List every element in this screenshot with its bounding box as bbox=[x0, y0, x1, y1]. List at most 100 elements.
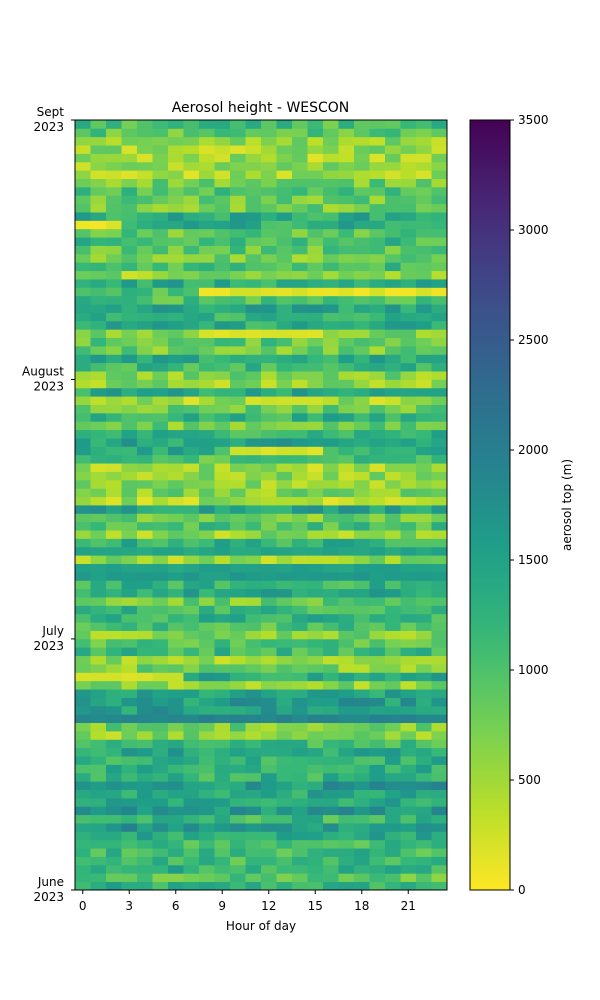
heatmap-cell bbox=[183, 848, 200, 857]
heatmap-cell bbox=[323, 513, 339, 523]
heatmap-cell bbox=[214, 555, 231, 564]
heatmap-cell bbox=[385, 178, 401, 188]
heatmap-cell bbox=[75, 672, 91, 682]
heatmap-cell bbox=[121, 295, 138, 305]
heatmap-cell bbox=[152, 747, 169, 757]
heatmap-cell bbox=[168, 345, 184, 355]
heatmap-cell bbox=[276, 597, 293, 606]
heatmap-cell bbox=[90, 714, 107, 724]
heatmap-cell bbox=[369, 797, 386, 807]
heatmap-cell bbox=[230, 588, 246, 598]
heatmap-cell bbox=[168, 287, 184, 297]
heatmap-cell bbox=[400, 345, 417, 355]
heatmap-cell bbox=[137, 513, 153, 523]
heatmap-cell bbox=[385, 270, 401, 280]
heatmap-cell bbox=[323, 479, 339, 489]
heatmap-cell bbox=[75, 664, 91, 673]
heatmap-cell bbox=[245, 371, 262, 380]
heatmap-cell bbox=[385, 161, 401, 171]
heatmap-cell bbox=[137, 839, 153, 849]
heatmap-cell bbox=[261, 797, 277, 807]
heatmap-cell bbox=[261, 362, 277, 372]
heatmap-cell bbox=[354, 228, 370, 238]
heatmap-cell bbox=[199, 387, 215, 397]
heatmap-cell bbox=[106, 362, 122, 372]
heatmap-cell bbox=[121, 463, 138, 472]
heatmap-cell bbox=[230, 747, 246, 757]
heatmap-cell bbox=[137, 739, 153, 749]
heatmap-cell bbox=[385, 479, 401, 489]
heatmap-cell bbox=[121, 823, 138, 832]
heatmap-cell bbox=[230, 806, 246, 816]
heatmap-cell bbox=[152, 513, 169, 523]
heatmap-cell bbox=[214, 521, 231, 531]
heatmap-cell bbox=[152, 856, 169, 866]
heatmap-cell bbox=[338, 387, 355, 397]
heatmap-cell bbox=[431, 655, 448, 665]
heatmap-cell bbox=[323, 287, 339, 297]
heatmap-cell bbox=[354, 429, 370, 439]
heatmap-cell bbox=[106, 287, 122, 297]
heatmap-cell bbox=[75, 730, 91, 740]
heatmap-cell bbox=[431, 345, 448, 355]
heatmap-cell bbox=[431, 145, 448, 154]
heatmap-cell bbox=[369, 555, 386, 564]
heatmap-cell bbox=[431, 279, 448, 288]
heatmap-cell bbox=[261, 772, 277, 782]
heatmap-cell bbox=[292, 371, 308, 380]
heatmap-cell bbox=[369, 697, 386, 707]
heatmap-cell bbox=[245, 337, 262, 347]
heatmap-cell bbox=[137, 605, 153, 615]
heatmap-cell bbox=[292, 471, 308, 481]
heatmap-cell bbox=[307, 530, 324, 539]
heatmap-cell bbox=[338, 605, 355, 615]
heatmap-cell bbox=[276, 145, 293, 154]
heatmap-cell bbox=[245, 856, 262, 866]
heatmap-cell bbox=[431, 354, 448, 364]
heatmap-cell bbox=[292, 839, 308, 849]
heatmap-cell bbox=[230, 764, 246, 774]
heatmap-cell bbox=[121, 806, 138, 816]
heatmap-cell bbox=[385, 571, 401, 581]
heatmap-cell bbox=[121, 161, 138, 171]
heatmap-cell bbox=[90, 153, 107, 163]
heatmap-cell bbox=[261, 379, 277, 389]
heatmap-cell bbox=[261, 262, 277, 272]
heatmap-cell bbox=[385, 563, 401, 573]
heatmap-cell bbox=[292, 438, 308, 447]
heatmap-cell bbox=[168, 421, 184, 431]
heatmap-cell bbox=[261, 220, 277, 230]
heatmap-cell bbox=[75, 588, 91, 598]
heatmap-cell bbox=[152, 279, 169, 288]
heatmap-cell bbox=[416, 429, 432, 439]
heatmap-cell bbox=[261, 454, 277, 464]
heatmap-cell bbox=[307, 722, 324, 732]
heatmap-cell bbox=[400, 287, 417, 297]
heatmap-cell bbox=[137, 823, 153, 832]
heatmap-cell bbox=[276, 396, 293, 405]
heatmap-cell bbox=[230, 128, 246, 138]
heatmap-cell bbox=[261, 471, 277, 481]
heatmap-cell bbox=[75, 571, 91, 581]
heatmap-cell bbox=[245, 638, 262, 648]
heatmap-cell bbox=[106, 195, 122, 205]
heatmap-cell bbox=[261, 638, 277, 648]
heatmap-cell bbox=[106, 806, 122, 816]
heatmap-cell bbox=[369, 655, 386, 665]
heatmap-cell bbox=[276, 530, 293, 539]
heatmap-cell bbox=[199, 597, 215, 606]
heatmap-cell bbox=[354, 120, 370, 129]
heatmap-cell bbox=[292, 655, 308, 665]
heatmap-cell bbox=[338, 622, 355, 631]
heatmap-cell bbox=[338, 120, 355, 129]
heatmap-cell bbox=[230, 814, 246, 824]
heatmap-cell bbox=[400, 789, 417, 799]
heatmap-cell bbox=[292, 864, 308, 874]
heatmap-cell bbox=[385, 789, 401, 799]
heatmap-cell bbox=[307, 396, 324, 405]
heatmap-cell bbox=[121, 253, 138, 263]
heatmap-cell bbox=[400, 521, 417, 531]
heatmap-cell bbox=[292, 823, 308, 832]
heatmap-cell bbox=[75, 429, 91, 439]
heatmap-cell bbox=[292, 270, 308, 280]
